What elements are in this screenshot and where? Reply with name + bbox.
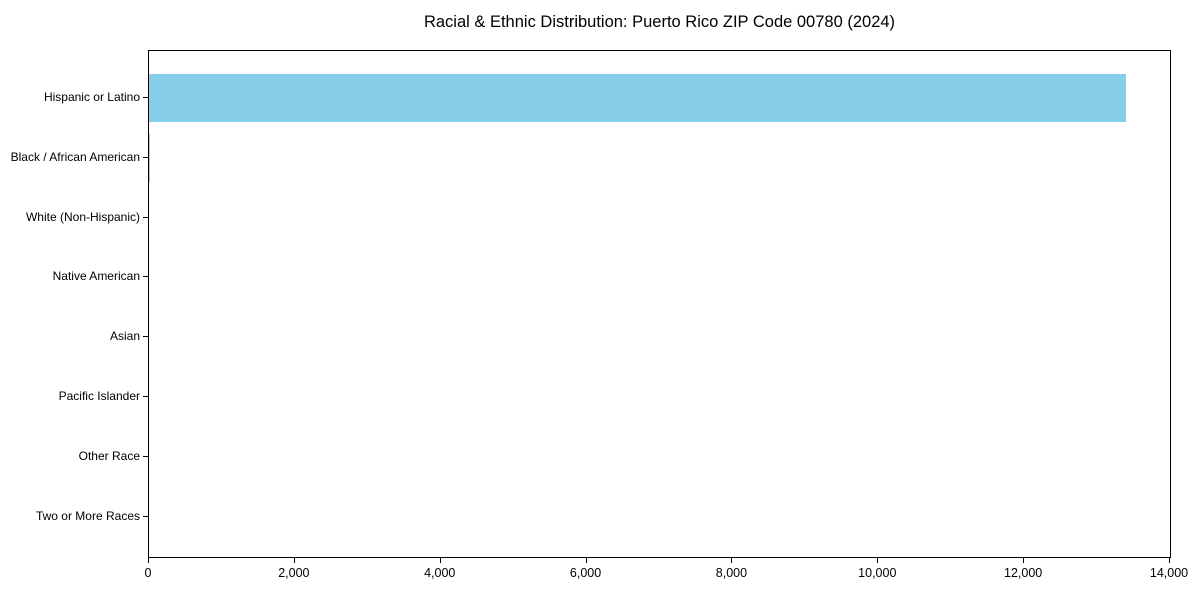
x-tick-label-4000: 4,000: [424, 566, 456, 580]
x-tick-label-0: 0: [144, 566, 152, 580]
y-axis-label-hispanic-or-latino: Hispanic or Latino: [43, 90, 140, 104]
x-tick-12000: [1023, 558, 1025, 563]
y-axis-label-white-non-hispanic: White (Non-Hispanic): [25, 209, 140, 224]
y-tick-two-or-more-races: [143, 515, 148, 517]
y-axis-label-asian: Asian: [109, 329, 140, 344]
y-tick-native-american: [143, 276, 148, 278]
y-tick-white-non-hispanic: [143, 216, 148, 218]
x-tick-6000: [585, 558, 587, 563]
x-tick-label-8000: 8,000: [715, 566, 748, 580]
y-axis-label-pacific-islander: Pacific Islander: [58, 389, 140, 403]
x-tick-0: [148, 558, 149, 563]
y-axis-label-black-african-american: Black / African American: [10, 149, 140, 164]
x-tick-10000: [877, 558, 879, 563]
x-tick-label-10000: 10,000: [858, 566, 897, 580]
y-tick-other-race: [143, 455, 148, 457]
x-tick-label-14000: 14,000: [1149, 566, 1189, 580]
y-tick-hispanic-or-latino: [143, 97, 148, 98]
chart-title: Racial & Ethnic Distribution: Puerto Ric…: [423, 13, 896, 31]
x-tick-2000: [293, 558, 295, 563]
x-tick-8000: [731, 558, 733, 563]
x-tick-4000: [439, 558, 441, 563]
plot-area: [148, 50, 1171, 558]
y-axis-label-native-american: Native American: [52, 269, 140, 284]
x-tick-14000: [1169, 558, 1170, 563]
bar-black-african-american: [149, 133, 151, 182]
y-tick-black-african-american: [143, 156, 148, 158]
x-tick-label-2000: 2,000: [278, 566, 310, 580]
y-tick-pacific-islander: [143, 396, 148, 397]
x-tick-label-12000: 12,000: [1004, 566, 1043, 580]
bar-hispanic-or-latino: [149, 74, 1126, 122]
y-tick-asian: [143, 336, 148, 338]
x-tick-label-6000: 6,000: [569, 566, 602, 580]
y-axis-label-other-race: Other Race: [78, 448, 140, 463]
y-axis-label-two-or-more-races: Two or More Races: [35, 508, 140, 523]
